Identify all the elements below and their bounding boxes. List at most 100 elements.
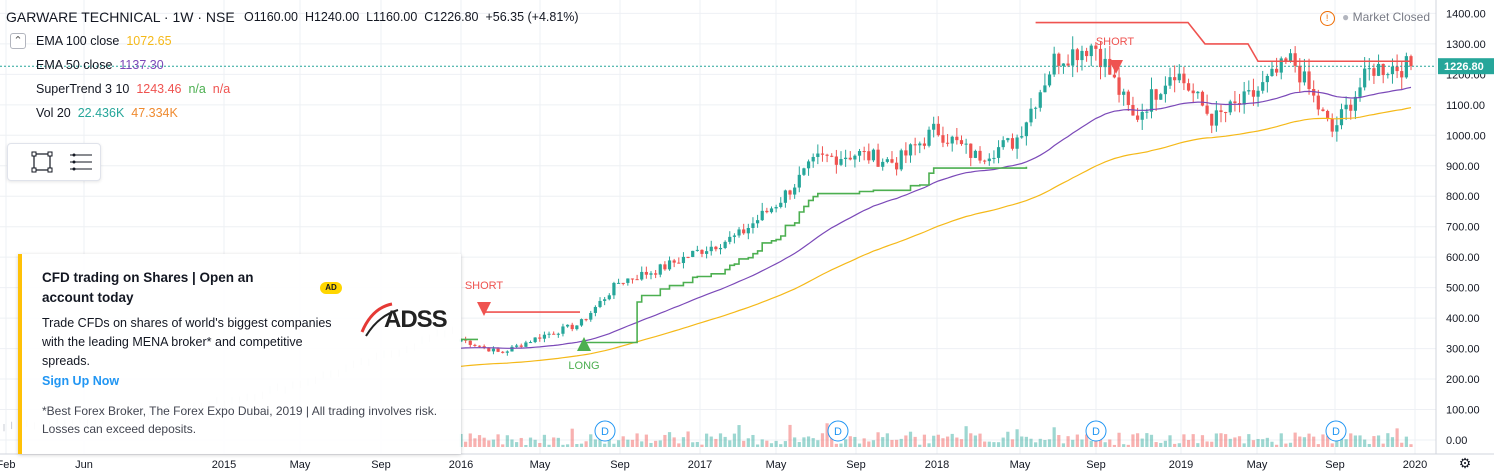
ad-banner[interactable]: CFD trading on Shares | Open an account … — [18, 254, 461, 454]
indicator-supertrend[interactable]: SuperTrend 3 10 1243.46 n/a n/a — [36, 82, 230, 96]
ad-signup-link[interactable]: Sign Up Now — [42, 374, 120, 388]
ad-title[interactable]: CFD trading on Shares | Open an account … — [42, 270, 254, 305]
candle-body — [728, 236, 732, 242]
candle-body — [695, 249, 699, 251]
candle-body — [978, 150, 982, 161]
volume-bar — [681, 437, 686, 447]
candle-body — [857, 151, 862, 156]
candle-body — [746, 227, 750, 234]
volume-bar — [640, 441, 644, 447]
warning-icon[interactable]: ! — [1319, 11, 1335, 26]
volume-bar — [654, 440, 658, 447]
candle-body — [1233, 101, 1237, 104]
volume-bar — [1265, 437, 1269, 447]
volume-bar — [487, 440, 491, 447]
volume-bar — [482, 437, 486, 447]
volume-bar — [589, 434, 593, 447]
indicator-volume[interactable]: Vol 20 22.436K 47.334K — [36, 106, 178, 120]
candle-body — [876, 149, 880, 167]
candle-body — [1057, 53, 1061, 66]
volume-bar — [1256, 438, 1260, 447]
rectangle-tool-icon[interactable] — [28, 150, 56, 174]
candle-body — [1186, 83, 1191, 91]
candle-body — [1149, 89, 1154, 112]
symbol-title[interactable]: GARWARE TECHNICAL · 1W · NSE — [6, 9, 235, 25]
candle-body — [1029, 108, 1033, 123]
candle-body — [621, 282, 625, 284]
candle-body — [1159, 94, 1163, 100]
candle-body — [918, 143, 922, 146]
time-tick-label: 2020 — [1403, 459, 1427, 471]
candle-body — [769, 208, 774, 213]
candle-body — [1256, 90, 1260, 97]
candle-body — [1210, 113, 1214, 126]
indicator-ema50[interactable]: EMA 50 close 1137.30 — [36, 58, 164, 72]
volume-bar — [1029, 438, 1033, 447]
volume-bar — [978, 433, 982, 447]
price-tick-label: 1300.00 — [1446, 39, 1486, 51]
volume-bar — [491, 439, 496, 447]
candle-body — [1098, 48, 1103, 68]
volume-bar — [686, 431, 690, 447]
volume-bar — [1024, 436, 1028, 447]
collapse-legend-icon[interactable]: ⌃ — [10, 33, 26, 49]
candle-body — [950, 136, 954, 144]
volume-bar — [987, 441, 991, 447]
volume-bar — [658, 440, 662, 447]
volume-bar — [1353, 435, 1357, 447]
volume-bar — [1177, 443, 1181, 447]
volume-bar — [1395, 428, 1399, 447]
volume-bar — [1261, 439, 1265, 447]
candle-body — [1302, 71, 1307, 83]
candle-body — [1265, 75, 1269, 83]
indicator-value-3: n/a — [212, 82, 231, 96]
volume-bar — [955, 437, 959, 447]
time-tick-label: May — [1010, 459, 1031, 471]
volume-bar — [783, 441, 787, 447]
candle-body — [973, 150, 977, 158]
status-dot-icon: ● — [1342, 10, 1350, 24]
candle-body — [816, 153, 820, 157]
price-axis: 1400.001300.001200.001100.001000.00900.0… — [1435, 0, 1494, 454]
volume-bar — [1163, 440, 1167, 447]
last-price-label: 1226.80 — [1444, 61, 1484, 73]
candle-body — [1163, 85, 1167, 95]
last-price-badge — [1438, 58, 1494, 75]
volume-bar — [1237, 436, 1242, 447]
candle-body — [1242, 91, 1246, 105]
ema-50-line — [460, 86, 1412, 349]
short-signal-label: SHORT — [1096, 36, 1135, 48]
supertrend-up-line — [581, 166, 1028, 344]
volume-bar — [1186, 439, 1191, 447]
candle-body — [1122, 91, 1126, 95]
candle-body — [1168, 77, 1172, 86]
volume-bar — [1061, 443, 1066, 447]
volume-bar — [1284, 443, 1288, 447]
volume-bar — [765, 440, 769, 447]
time-axis: Feb Jun 2015 May Sep 2016 May Sep 2017 May Sep 2018… — [0, 453, 1494, 471]
volume-bar — [1349, 433, 1353, 447]
volume-bar — [1006, 431, 1010, 447]
candle-body — [1034, 107, 1038, 109]
volume-bar — [830, 435, 834, 447]
volume-bar — [1275, 444, 1279, 447]
indicator-value: 1137.30 — [119, 58, 164, 72]
candle-body — [459, 339, 463, 342]
candle-body — [1089, 45, 1093, 57]
candle-body — [1140, 111, 1144, 120]
candle-body — [811, 156, 815, 162]
indicator-ema100[interactable]: EMA 100 close 1072.65 — [36, 34, 172, 48]
volume-bars — [459, 423, 1413, 447]
menu-lines-icon[interactable] — [66, 150, 94, 174]
candle-body — [1363, 68, 1367, 88]
candle-body — [1312, 89, 1316, 96]
candle-body — [825, 154, 829, 156]
volume-bar — [797, 442, 801, 447]
volume-bar — [1330, 443, 1334, 447]
settings-gear-icon: ⚙ — [1459, 455, 1472, 471]
long-signal-label: LONG — [568, 360, 599, 372]
volume-bar — [714, 438, 718, 447]
ohlc-open: O1160.00 — [244, 10, 298, 24]
candle-body — [1108, 58, 1112, 75]
candle-body — [1182, 73, 1186, 84]
